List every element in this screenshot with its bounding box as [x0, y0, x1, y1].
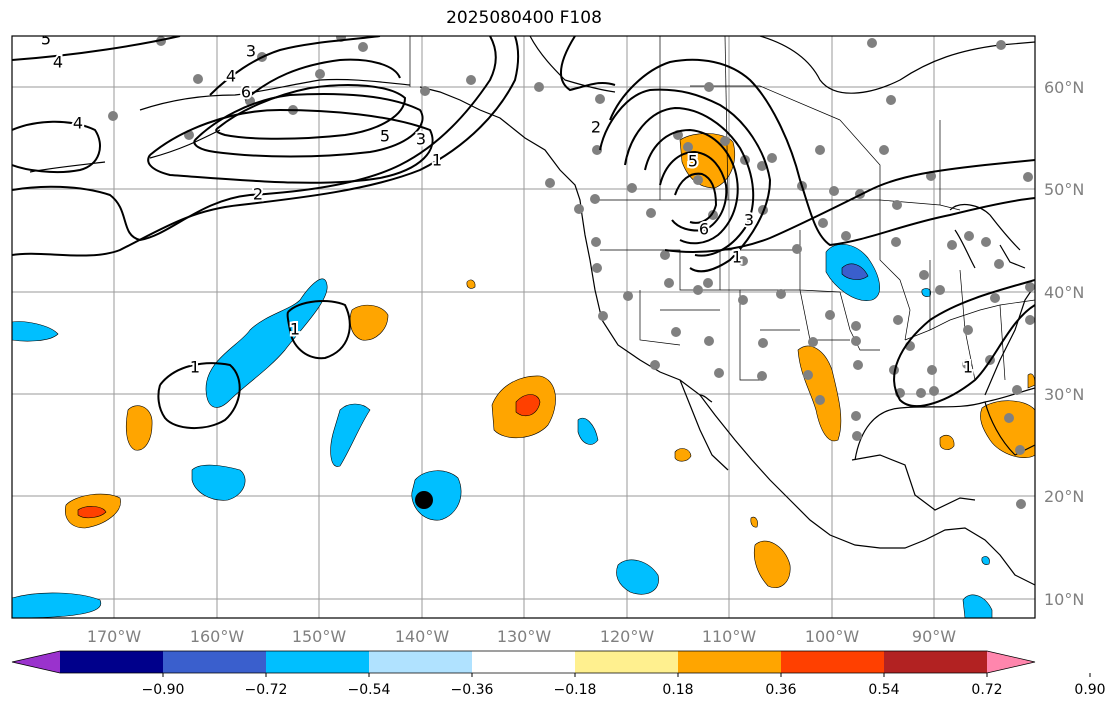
anomaly-blob — [797, 345, 842, 442]
anomaly-blob — [962, 594, 993, 618]
colorbar-segment — [884, 651, 988, 673]
contour-label-5-gulf: 5 — [380, 127, 390, 146]
colorbar — [11, 650, 1036, 674]
colorbar-tick-label: 0.36 — [765, 682, 796, 698]
coastlines — [29, 36, 1035, 586]
lon-tick-label: 110°W — [702, 627, 757, 646]
lon-tick-label: 130°W — [497, 627, 552, 646]
anomaly-blob — [577, 418, 599, 445]
colorbar-segment — [678, 651, 782, 673]
colorbar-tick-label: −0.18 — [554, 682, 597, 698]
colorbar-tick-label: 0.90 — [1074, 682, 1105, 698]
contour-labels: 5 4 3 4 6 4 5 3 1 2 2 5 6 3 1 1 1 1 — [39, 30, 975, 379]
colorbar-tick-labels: −0.90 −0.72 −0.54 −0.36 −0.18 0.18 0.36 0.54 0.7… — [142, 673, 1105, 698]
lat-tick-label: 10°N — [1044, 590, 1084, 609]
contour-label-4-west: 4 — [73, 114, 83, 133]
anomaly-blob — [939, 434, 955, 450]
anomaly-blob — [349, 304, 389, 341]
anomaly-blob — [980, 400, 1035, 459]
lat-tick-labels: 60°N 50°N 40°N 30°N 20°N 10°N — [1044, 78, 1084, 609]
lon-tick-label: 90°W — [912, 627, 956, 646]
colorbar-tick-label: 0.54 — [868, 682, 899, 698]
lat-tick-label: 60°N — [1044, 78, 1084, 97]
colorbar-segment — [472, 651, 576, 673]
anomaly-blob — [515, 394, 541, 417]
contour-label-5-nw: 5 — [41, 30, 51, 49]
station-dots — [108, 36, 1035, 509]
map-panel: 5 4 3 4 6 4 5 3 1 2 2 5 6 3 1 1 1 1 — [12, 30, 1035, 618]
colorbar-tick-label: −0.36 — [451, 682, 494, 698]
contour-label-1-canada: 1 — [732, 248, 742, 267]
colorbar-segment — [575, 651, 679, 673]
lat-tick-label: 20°N — [1044, 487, 1084, 506]
contour-label-2-canada: 2 — [591, 118, 601, 137]
anomaly-blob — [330, 403, 371, 467]
lon-tick-labels: 170°W 160°W 150°W 140°W 130°W 120°W 110°… — [87, 627, 956, 646]
anomaly-blob — [12, 321, 59, 342]
anomaly-blob — [921, 288, 932, 297]
anomaly-blob — [205, 278, 328, 408]
lon-tick-label: 170°W — [87, 627, 142, 646]
contour-label-5-canada: 5 — [688, 152, 698, 171]
anomaly-blob — [12, 592, 102, 618]
contour-label-1-southeast: 1 — [963, 358, 973, 377]
colorbar-segment — [60, 651, 164, 673]
lon-tick-label: 150°W — [292, 627, 347, 646]
colorbar-tick-label: −0.90 — [142, 682, 185, 698]
anomaly-blob — [191, 464, 246, 501]
colorbar-tick-label: 0.18 — [662, 682, 693, 698]
lat-tick-label: 30°N — [1044, 385, 1084, 404]
anomaly-blob — [1027, 373, 1035, 389]
contour-label-3-alaska: 3 — [246, 42, 256, 61]
lat-tick-label: 40°N — [1044, 283, 1084, 302]
map-title: 2025080400 F108 — [446, 8, 602, 28]
contour-label-6-alaska: 6 — [241, 83, 251, 102]
lon-tick-label: 160°W — [190, 627, 245, 646]
anomaly-blob — [616, 559, 659, 595]
colorbar-segment — [163, 651, 267, 673]
contour-label-4-nw: 4 — [53, 53, 63, 72]
anomaly-blob — [750, 516, 758, 528]
contour-label-4-alaska: 4 — [226, 67, 236, 86]
anomaly-blob — [125, 405, 153, 451]
anomaly-blob — [841, 263, 869, 280]
colorbar-segment — [266, 651, 370, 673]
colorbar-tick-label: −0.54 — [348, 682, 391, 698]
contour-label-6-canada: 6 — [699, 220, 709, 239]
lat-tick-label: 50°N — [1044, 180, 1084, 199]
colorbar-tick-label: 0.72 — [971, 682, 1002, 698]
anomaly-blob — [674, 448, 692, 462]
colorbar-tick-label: −0.72 — [245, 682, 288, 698]
anomaly-blob — [753, 540, 791, 588]
anomaly-blob — [77, 506, 107, 519]
contour-label-1-pacific-a: 1 — [190, 358, 200, 377]
contour-label-2-pacific: 2 — [253, 185, 263, 204]
lon-tick-label: 140°W — [395, 627, 450, 646]
colorbar-segment — [781, 651, 885, 673]
lon-tick-label: 100°W — [805, 627, 860, 646]
lon-tick-label: 120°W — [600, 627, 655, 646]
anomaly-blob — [466, 279, 476, 289]
colorbar-segment — [369, 651, 473, 673]
anomaly-blob — [981, 556, 990, 565]
contour-lines — [12, 36, 1035, 430]
colorbar-extend-low — [12, 651, 60, 673]
contour-label-1-pacific-b: 1 — [290, 320, 300, 339]
contour-label-3-canada: 3 — [744, 211, 754, 230]
map-frame — [11, 35, 1036, 619]
contour-label-3-gulf: 3 — [416, 130, 426, 149]
colorbar-extend-high — [987, 651, 1035, 673]
contour-label-1-gulf: 1 — [432, 151, 442, 170]
storm-marker — [415, 491, 433, 509]
